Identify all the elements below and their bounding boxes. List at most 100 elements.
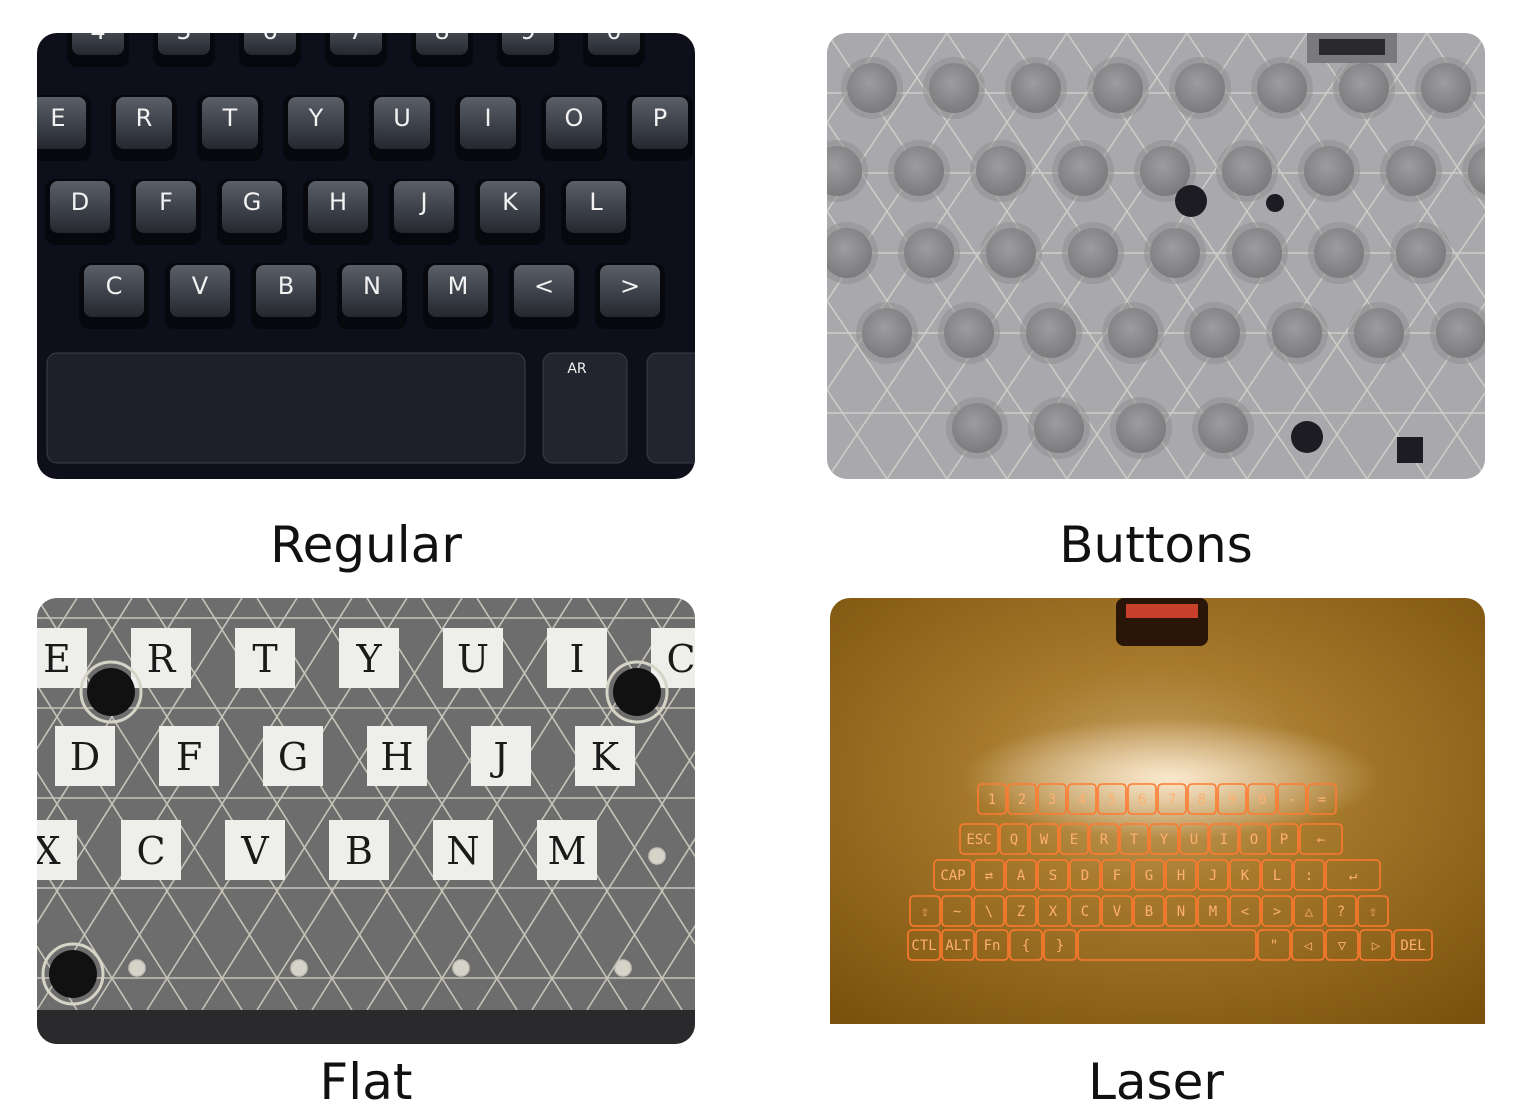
spacebar: [46, 352, 526, 464]
rubber-dome: [1020, 302, 1082, 364]
rubber-dome: [1028, 397, 1090, 459]
key-label: I: [1220, 832, 1228, 848]
key-label: ESC: [966, 832, 991, 848]
laser-key: Q: [999, 823, 1029, 855]
flat-key: B: [329, 820, 389, 880]
key-label: X: [1049, 904, 1058, 920]
key-alt-label: AR: [567, 361, 587, 377]
keycap: C: [79, 263, 149, 329]
flat-key: X: [37, 820, 77, 880]
key-label: E: [50, 104, 65, 132]
key-label: 6: [262, 33, 277, 45]
key-label: 1: [988, 792, 996, 808]
rubber-dome: [841, 57, 903, 119]
rubber-dome: [938, 302, 1000, 364]
key-label: D: [1081, 868, 1089, 884]
flat-key: G: [263, 726, 323, 786]
laser-key: F: [1101, 859, 1133, 891]
rubber-dome: [1005, 57, 1067, 119]
key-label: C: [106, 272, 123, 300]
key-label: 5: [176, 33, 191, 45]
key-label: Y: [308, 104, 324, 132]
key-label: 0: [606, 33, 621, 45]
key-label: O: [565, 104, 584, 132]
key-label: △: [1305, 904, 1314, 920]
key-label: F: [159, 188, 173, 216]
keycap: 8: [411, 33, 473, 67]
key-label: ▷: [1372, 938, 1381, 954]
key-label: Z: [1017, 904, 1025, 920]
laser-key: C: [1069, 895, 1101, 927]
key-label: ⇧: [1369, 904, 1377, 920]
laser-key: B: [1133, 895, 1165, 927]
laser-keyboard-image: 1 2 3 4 5 6 7 8 9 0 - = ESC Q W E R T Y U I O P ← CAP ⇄ A S D F G H J K L:…: [830, 598, 1485, 1024]
key-label: U: [457, 637, 489, 681]
key-label: M: [548, 829, 587, 873]
key-label: 7: [1168, 792, 1176, 808]
key-label: {: [1022, 938, 1030, 954]
key-label: F: [1113, 868, 1121, 884]
rubber-dome: [1415, 57, 1477, 119]
flat-key: J: [471, 726, 531, 786]
key-label: W: [1040, 832, 1049, 848]
rubber-dome: [1333, 57, 1395, 119]
rubber-dome: [1144, 222, 1206, 284]
key-label: K: [502, 188, 519, 216]
laser-key: ?: [1325, 895, 1357, 927]
caption-laser: Laser: [1088, 1053, 1224, 1111]
laser-key: J: [1197, 859, 1229, 891]
flat-key: R: [131, 628, 191, 688]
key-label: A: [1017, 868, 1026, 884]
key-label: CTL: [911, 938, 936, 954]
key-label: I: [484, 104, 491, 132]
key-label: H: [329, 188, 347, 216]
key-label: X: [37, 829, 61, 873]
keycap: E: [37, 95, 91, 161]
key-label: >: [1273, 904, 1281, 920]
key-label: ◁: [1304, 938, 1313, 954]
key-label: U: [1190, 832, 1198, 848]
key-label: CAP: [940, 868, 965, 884]
key-label: V: [1113, 904, 1122, 920]
keycap: G: [217, 179, 287, 245]
rubber-dome: [1462, 141, 1485, 201]
key-label: <: [1241, 904, 1249, 920]
key-label: Q: [1010, 832, 1018, 848]
key-label: L: [589, 188, 603, 216]
key-label: M: [448, 272, 469, 300]
keycap: Y: [283, 95, 349, 161]
laser-key: ↵: [1325, 859, 1381, 891]
key-label: 7: [348, 33, 363, 45]
laser-key: ⇧: [1357, 895, 1389, 927]
key-label: G: [243, 188, 262, 216]
laser-key: CTL: [907, 929, 941, 961]
keycap: 5: [153, 33, 215, 67]
laser-key: K: [1229, 859, 1261, 891]
laser-key: G: [1133, 859, 1165, 891]
laser-key: A: [1005, 859, 1037, 891]
key-label: Y: [1160, 832, 1169, 848]
rubber-dome: [1226, 222, 1288, 284]
keycap: F: [131, 179, 201, 245]
laser-key: H: [1165, 859, 1197, 891]
regular-keyboard-photo: 4 5 6 7 8 9 0 E R T Y U I O P D F G H J K L C V B N M < > AR: [37, 33, 695, 479]
key-label: J: [489, 735, 508, 779]
rubber-dome: [827, 222, 878, 284]
caption-regular: Regular: [270, 516, 462, 574]
flat-key: D: [55, 726, 115, 786]
keycap: 6: [239, 33, 301, 67]
key-label: 8: [434, 33, 449, 45]
key-label: }: [1056, 938, 1064, 954]
rubber-dome: [827, 140, 868, 202]
keycap: >: [595, 263, 665, 329]
keycap: R: [111, 95, 177, 161]
laser-key: W: [1029, 823, 1059, 855]
laser-key: ALT: [941, 929, 975, 961]
key-label: D: [70, 735, 100, 779]
laser-key: ▷: [1359, 929, 1393, 961]
caption-buttons: Buttons: [1059, 516, 1253, 574]
laser-key: ": [1257, 929, 1291, 961]
keycap: V: [165, 263, 235, 329]
key-label: L: [1273, 868, 1281, 884]
laser-key: 6: [1127, 783, 1157, 815]
